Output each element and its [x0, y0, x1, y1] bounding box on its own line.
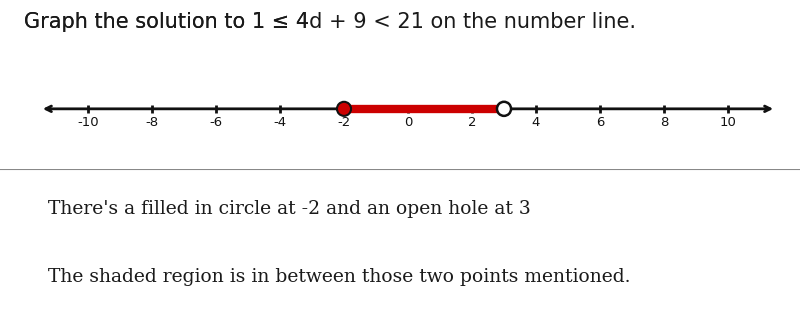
Text: -10: -10	[77, 116, 99, 129]
Circle shape	[337, 102, 351, 116]
Text: Graph the solution to 1 ≤ 4d + 9 < 21 on the number line.: Graph the solution to 1 ≤ 4d + 9 < 21 on…	[24, 12, 636, 32]
Text: 8: 8	[660, 116, 668, 129]
Text: -4: -4	[274, 116, 286, 129]
Text: -8: -8	[146, 116, 158, 129]
Text: -6: -6	[210, 116, 222, 129]
Text: -2: -2	[338, 116, 350, 129]
Text: There's a filled in circle at -2 and an open hole at 3: There's a filled in circle at -2 and an …	[48, 200, 530, 218]
Text: 4: 4	[532, 116, 540, 129]
Text: The shaded region is in between those two points mentioned.: The shaded region is in between those tw…	[48, 269, 630, 287]
Text: 0: 0	[404, 116, 412, 129]
Text: 2: 2	[468, 116, 476, 129]
Text: Graph the solution to 1 ≤ 4: Graph the solution to 1 ≤ 4	[24, 12, 309, 32]
Circle shape	[497, 102, 511, 116]
Text: 10: 10	[719, 116, 737, 129]
Text: 6: 6	[596, 116, 604, 129]
